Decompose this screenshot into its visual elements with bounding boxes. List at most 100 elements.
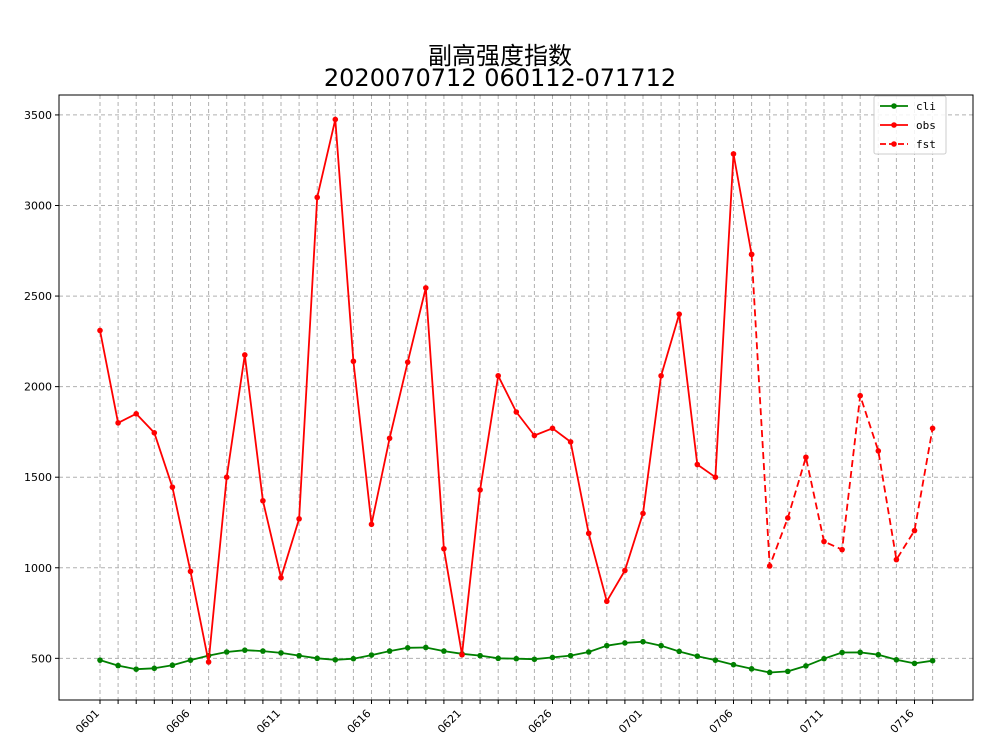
- data-point-fst: [893, 556, 900, 563]
- data-point-obs: [151, 430, 158, 436]
- data-point-obs: [549, 425, 556, 432]
- data-point-obs: [386, 435, 393, 442]
- data-point-cli: [875, 651, 882, 658]
- data-point-cli: [423, 644, 429, 651]
- data-point-obs: [694, 461, 701, 468]
- data-point-cli: [169, 662, 176, 669]
- legend-label-fst: fst: [916, 138, 936, 151]
- data-point-cli: [857, 649, 863, 656]
- data-point-cli: [404, 645, 411, 651]
- data-point-cli: [929, 657, 936, 664]
- data-point-cli: [748, 666, 755, 672]
- data-point-cli: [513, 655, 520, 662]
- legend-box: [873, 95, 947, 155]
- data-point-cli: [151, 665, 158, 672]
- data-point-cli: [604, 642, 610, 649]
- data-point-cli: [821, 655, 827, 662]
- data-point-cli: [803, 663, 809, 669]
- x-tick-label: 0621: [435, 707, 464, 736]
- data-point-cli: [368, 652, 375, 658]
- data-point-obs: [133, 411, 139, 417]
- data-point-obs: [531, 432, 538, 439]
- data-point-cli: [242, 647, 248, 653]
- legend-label-obs: obs: [916, 119, 936, 132]
- data-point-cli: [622, 640, 628, 646]
- data-point-obs: [187, 568, 194, 575]
- data-point-cli: [296, 652, 302, 659]
- data-point-obs: [223, 474, 230, 481]
- data-point-cli: [332, 656, 339, 663]
- data-point-fst: [929, 425, 936, 432]
- data-point-cli: [567, 652, 574, 659]
- data-point-obs: [296, 516, 302, 522]
- data-point-cli: [441, 648, 447, 654]
- data-point-cli: [350, 655, 357, 662]
- data-point-obs: [441, 545, 447, 552]
- data-point-obs: [332, 116, 339, 123]
- data-point-cli: [278, 650, 284, 656]
- legend-label-cli: cli: [916, 100, 936, 113]
- chart-title: 副高强度指数: [428, 42, 572, 70]
- data-point-fst: [766, 563, 773, 569]
- data-point-obs: [585, 530, 592, 537]
- x-tick-label: 0701: [616, 707, 645, 736]
- data-point-fst: [875, 448, 882, 454]
- data-point-cli: [531, 656, 538, 663]
- data-point-obs: [115, 420, 121, 426]
- data-point-fst: [911, 527, 918, 534]
- y-tick-label: 1500: [24, 471, 52, 484]
- data-point-obs: [205, 659, 212, 665]
- data-point-obs: [97, 327, 103, 334]
- x-tick-label: 0711: [797, 707, 826, 736]
- data-point-cli: [585, 649, 592, 655]
- data-point-obs: [423, 285, 429, 291]
- y-tick-label: 500: [31, 652, 52, 665]
- plot-frame: [58, 94, 974, 701]
- data-point-obs: [477, 487, 483, 493]
- data-point-fst: [839, 546, 845, 553]
- y-tick-label: 3000: [24, 199, 52, 212]
- data-point-cli: [314, 655, 321, 662]
- data-point-cli: [839, 649, 845, 656]
- data-point-obs: [513, 409, 520, 415]
- data-point-cli: [676, 648, 682, 655]
- data-point-cli: [549, 654, 556, 661]
- data-point-obs: [712, 474, 719, 481]
- data-point-fst: [857, 392, 863, 399]
- data-point-cli: [495, 655, 502, 662]
- data-point-cli: [712, 657, 719, 663]
- x-tick-label: 0626: [526, 707, 555, 736]
- x-tick-label: 0706: [707, 707, 736, 736]
- legend-marker-fst: [891, 141, 897, 147]
- data-point-obs: [350, 358, 357, 365]
- data-point-obs: [730, 151, 737, 157]
- data-point-cli: [260, 648, 266, 654]
- data-point-obs: [278, 574, 284, 581]
- legend-marker-obs: [891, 122, 897, 128]
- y-tick-label: 1000: [24, 562, 52, 575]
- data-point-cli: [97, 657, 103, 663]
- y-tick-label: 3500: [24, 109, 52, 122]
- data-point-obs: [676, 311, 682, 317]
- data-point-cli: [766, 669, 773, 676]
- data-point-cli: [785, 668, 791, 675]
- data-point-cli: [223, 649, 230, 655]
- data-point-obs: [314, 194, 321, 201]
- data-point-obs: [567, 439, 574, 445]
- data-point-fst: [748, 251, 755, 258]
- data-point-cli: [477, 652, 483, 659]
- data-point-obs: [495, 372, 502, 379]
- chart-subtitle: 2020070712 060112-071712: [323, 64, 677, 92]
- data-point-obs: [169, 484, 176, 490]
- data-point-cli: [640, 638, 646, 645]
- data-point-obs: [368, 521, 375, 528]
- data-point-cli: [658, 642, 664, 649]
- data-point-obs: [604, 598, 610, 605]
- data-point-obs: [622, 567, 628, 574]
- data-point-cli: [730, 661, 737, 668]
- x-tick-label: 0716: [888, 707, 917, 736]
- data-point-cli: [386, 648, 393, 654]
- data-point-cli: [133, 666, 139, 673]
- legend-marker-cli: [891, 103, 897, 109]
